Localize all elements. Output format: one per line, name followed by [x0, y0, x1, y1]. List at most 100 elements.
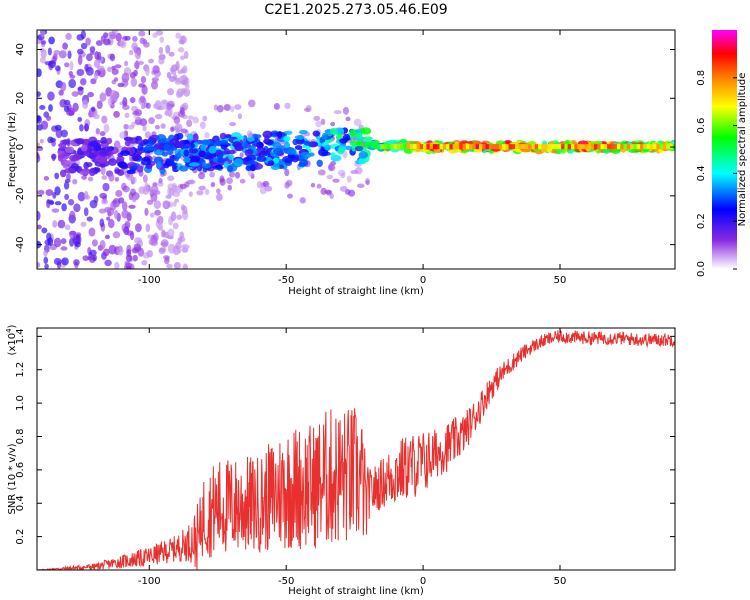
ridge-cell — [272, 142, 282, 148]
noise-cell — [37, 146, 44, 151]
noise-cell — [183, 88, 191, 97]
noise-cell — [140, 76, 147, 84]
noise-cell — [52, 192, 57, 199]
noise-cell — [108, 31, 116, 38]
ridge-core-cell — [439, 144, 444, 150]
noise-cell — [167, 88, 175, 96]
noise-cell — [64, 62, 70, 68]
ridge-core-cell — [518, 144, 523, 150]
noise-cell — [124, 35, 131, 41]
noise-cell — [104, 259, 112, 267]
ridge-cell — [114, 168, 121, 174]
noise-cell — [354, 166, 363, 175]
noise-cell — [158, 247, 166, 255]
noise-cell — [234, 104, 242, 111]
noise-cell — [37, 189, 45, 196]
ridge-core-cell — [455, 144, 460, 150]
ridge-cell — [364, 141, 373, 147]
ridge-core-cell — [459, 144, 464, 150]
y-tick-label: 1.4 — [15, 328, 26, 344]
ridge-cell — [237, 135, 245, 141]
noise-cell — [299, 198, 306, 203]
noise-cell — [60, 246, 68, 251]
ridge-core-cell — [603, 144, 608, 150]
noise-cell — [180, 80, 188, 86]
noise-cell — [112, 231, 121, 239]
x-tick-label: -50 — [278, 576, 294, 587]
noise-cell — [123, 123, 129, 130]
noise-cell — [101, 175, 107, 180]
ridge-cell — [120, 162, 128, 170]
noise-cell — [85, 53, 93, 62]
colorbar-tick-label: 0.4 — [696, 165, 707, 181]
noise-cell — [122, 97, 128, 107]
noise-cell — [132, 254, 138, 262]
noise-cell — [69, 210, 76, 221]
noise-cell — [165, 194, 172, 199]
ridge-core-cell — [485, 144, 490, 150]
ridge-core-cell — [390, 144, 395, 150]
noise-cell — [44, 263, 49, 269]
ridge-cell — [220, 143, 228, 150]
ridge-core-cell — [498, 144, 503, 150]
noise-cell — [148, 238, 155, 246]
y-tick-label: 40 — [15, 43, 26, 56]
noise-cell — [154, 209, 161, 216]
noise-cell — [174, 198, 180, 203]
ridge-core-cell — [649, 144, 654, 150]
noise-cell — [117, 82, 125, 88]
noise-cell — [175, 60, 180, 71]
ridge-core-cell — [452, 144, 457, 150]
noise-cell — [303, 107, 310, 112]
ridge-cell — [232, 141, 242, 148]
noise-cell — [65, 32, 72, 41]
noise-cell — [43, 176, 50, 181]
noise-cell — [162, 200, 171, 210]
noise-cell — [39, 138, 44, 144]
noise-cell — [84, 63, 89, 72]
noise-cell — [86, 216, 93, 222]
noise-cell — [170, 126, 175, 133]
y-tick-label: 1.0 — [15, 395, 26, 411]
noise-cell — [60, 238, 67, 245]
noise-cell — [365, 179, 370, 186]
noise-cell — [184, 84, 190, 89]
noise-cell — [40, 120, 49, 130]
noise-cell — [180, 204, 186, 211]
ridge-core-cell — [423, 144, 428, 150]
noise-cell — [216, 105, 224, 113]
noise-cell — [124, 112, 130, 118]
noise-cell — [43, 249, 48, 257]
noise-cell — [37, 68, 42, 77]
noise-cell — [99, 92, 107, 102]
noise-cell — [154, 124, 160, 130]
noise-cell — [148, 58, 154, 64]
noise-cell — [113, 110, 120, 118]
ridge-cell — [64, 167, 76, 174]
noise-cell — [187, 115, 194, 120]
noise-cell — [129, 72, 136, 79]
ridge-cell — [60, 152, 70, 160]
noise-cell — [256, 181, 263, 189]
noise-cell — [285, 179, 293, 187]
noise-cell — [80, 30, 86, 40]
noise-cell — [151, 80, 159, 90]
y-tick-label: 0.8 — [15, 429, 26, 445]
ridge-cell — [192, 133, 199, 142]
noise-cell — [196, 190, 204, 196]
noise-cell — [144, 182, 149, 192]
snr-series-group — [37, 329, 675, 570]
noise-cell — [59, 98, 68, 108]
noise-cell — [106, 216, 111, 221]
ridge-core-cell — [584, 144, 589, 150]
noise-cell — [216, 193, 223, 202]
noise-cell — [87, 176, 94, 182]
noise-cell — [166, 103, 173, 110]
noise-cell — [108, 173, 115, 182]
ridge-cell — [339, 138, 348, 144]
noise-cell — [84, 191, 89, 199]
noise-cell — [80, 78, 87, 86]
noise-cell — [138, 30, 146, 37]
ridge-cell — [252, 133, 258, 138]
